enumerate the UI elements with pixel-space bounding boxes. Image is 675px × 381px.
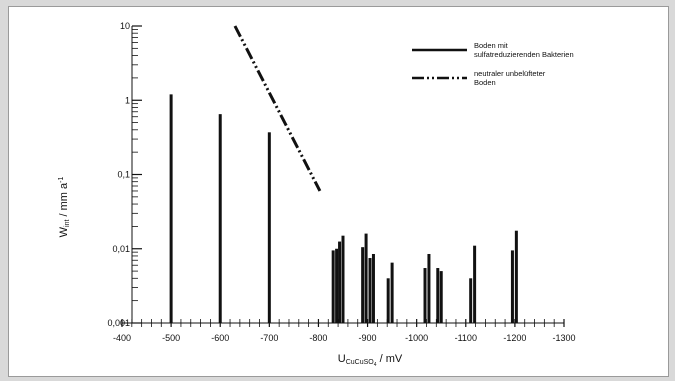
x-tick-label: -1100 <box>455 333 477 343</box>
y-tick-label: 0,001 <box>107 318 130 328</box>
x-tick-label: -1200 <box>503 333 526 343</box>
bar <box>267 132 271 323</box>
x-tick-label: -500 <box>162 333 180 343</box>
x-tick-label: -800 <box>309 333 327 343</box>
chart: -400 -500 -600 -700 -800 -900 -1000 -1100 -1200 -… <box>58 21 576 368</box>
y-tick-label: 0,1 <box>117 170 130 180</box>
bar <box>423 268 427 323</box>
y-tick-label: 10 <box>120 21 130 31</box>
bar <box>331 250 335 323</box>
series-line <box>233 25 322 192</box>
x-tick-label: -700 <box>260 333 278 343</box>
x-tick-label: -900 <box>359 333 377 343</box>
bar <box>218 114 222 324</box>
bars <box>169 94 518 324</box>
x-tick-label: -1300 <box>552 333 575 343</box>
x-axis-title: UCuCuSO4 / mV <box>338 353 403 368</box>
bar <box>361 247 365 323</box>
bar <box>386 278 390 323</box>
y-tick-label: 1 <box>125 95 130 105</box>
bar <box>427 253 431 323</box>
bar <box>436 268 440 323</box>
bar <box>473 245 477 323</box>
bar <box>335 248 339 323</box>
bar <box>368 258 372 323</box>
x-tick-label: -600 <box>211 333 229 343</box>
legend-label: Boden <box>474 78 496 87</box>
chart-frame: -400 -500 -600 -700 -800 -900 -1000 -1100 -1200 -… <box>8 6 669 377</box>
bar <box>364 233 368 323</box>
y-axis-title: Wint / mm a-1 <box>58 177 71 238</box>
bar <box>169 94 173 324</box>
legend-label: sulfatreduzierenden Bakterien <box>474 50 574 59</box>
series-lines <box>233 25 322 192</box>
bar <box>514 230 518 323</box>
x-tick-label: -1000 <box>405 333 428 343</box>
bar <box>341 235 345 323</box>
bar <box>439 271 443 323</box>
legend-label: Boden mit <box>474 41 509 50</box>
y-tick-label: 0,01 <box>112 244 130 254</box>
bar <box>371 253 375 323</box>
bar <box>338 241 342 323</box>
legend-label: neutraler unbelüfteter <box>474 69 546 78</box>
bar <box>510 250 514 323</box>
bar <box>390 262 394 323</box>
bar <box>469 278 473 323</box>
x-tick-label: -400 <box>113 333 131 343</box>
